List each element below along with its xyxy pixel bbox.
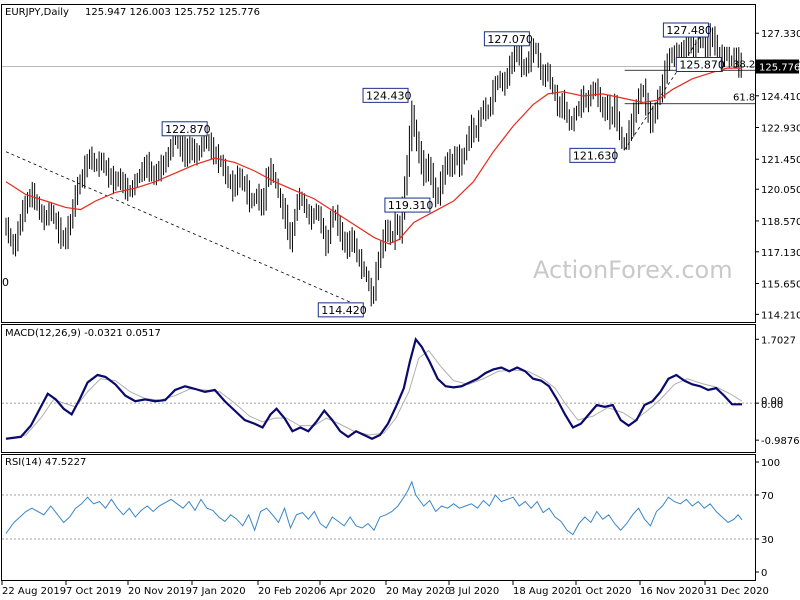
rsi-plot: 100 70 30 0 [2,458,780,579]
price-annotations: 122.870 124.430 119.310 114.420 127.070 121.6… [161,22,725,318]
price-annotation-label: 121.630 [573,149,619,162]
x-axis: 22 Aug 2019 7 Oct 2019 20 Nov 2019 7 Jan 20… [1,581,769,597]
x-tick-label: 7 Oct 2019 [66,586,121,597]
price-annotation-box [675,57,722,72]
price-ohlc: 125.947 126.003 125.752 125.776 [85,7,260,18]
macd-y-tick-label: 0.00 [761,400,783,411]
price-annotation-box [569,147,616,163]
left-clip-label: 0 [2,276,9,289]
price-y-tick-label: 124.410 [761,92,800,103]
price-annotation-box [483,31,530,47]
x-tick-label: 6 Apr 2020 [320,586,375,597]
x-tick-label: 1 Oct 2020 [576,586,631,597]
price-annotation-box [161,121,208,137]
x-tick-label: 18 Aug 2020 [513,586,577,597]
price-annotation-label: 125.870 [679,59,725,72]
macd-title: MACD(12,26,9) -0.0321 0.0517 [5,328,161,339]
x-tick-label: 20 Feb 2020 [258,586,320,597]
x-tick-label: 20 May 2020 [386,586,451,597]
rsi-line [5,480,743,536]
price-reference-lines: 38.2 61.8 [2,33,755,309]
x-tick-label: 7 Jan 2020 [192,586,246,597]
price-bars [5,23,742,307]
price-annotation-label: 127.480 [666,24,712,37]
x-tick-label: 3 Jul 2020 [449,586,499,597]
fib-label: 61.8 [733,93,755,104]
x-tick-label: 16 Nov 2020 [640,586,704,597]
rsi-y-tick-label: 100 [761,458,780,469]
x-tick-label: 22 Aug 2019 [2,586,66,597]
price-y-tick-label: 122.930 [761,124,800,135]
price-title: EURJPY,Daily [5,7,69,18]
price-pane-frame [1,4,756,323]
x-tick-label: 31 Dec 2020 [705,586,769,597]
price-annotation-label: 114.420 [321,304,367,317]
price-y-tick-label: 114.210 [761,310,800,321]
price-annotation-label: 124.430 [366,89,412,102]
price-y-tick-label: 127.330 [761,29,800,40]
rsi-y-tick-label: 0 [761,568,767,579]
price-y-tick-label: 121.450 [761,155,800,166]
price-y-tick-label: 118.570 [761,217,800,228]
price-y-tick-label: 115.650 [761,280,800,291]
price-annotation-box [384,197,431,213]
fib-label: 38.2 [733,59,755,70]
rsi-pane-frame [1,454,756,581]
rsi-y-tick-label: 70 [761,491,774,502]
price-y-axis: 127.330125.870124.410122.930121.450120.0… [755,29,800,321]
current-price-box [756,59,799,74]
macd-plot: 1.7027 0.000.00 -0.9876 [2,335,800,447]
price-annotation-box [362,87,409,103]
x-tick-label: 20 Nov 2019 [128,586,192,597]
watermark: ActionForex.com [533,256,733,284]
moving-average-line [5,67,742,245]
macd-y-tick-label: 0.00 [761,396,783,407]
price-y-tick-label: 120.050 [761,185,800,196]
macd-signal-line [5,349,743,440]
price-annotation-label: 127.070 [487,33,533,46]
macd-y-tick-label: -0.9876 [761,436,800,447]
macd-pane-frame [1,324,756,453]
moving-average [5,67,742,245]
price-y-tick-label: 117.130 [761,248,800,259]
downtrend-line [5,151,365,309]
price-annotation-box [317,302,364,318]
rsi-title: RSI(14) 47.5227 [5,457,86,468]
price-annotation-label: 122.870 [165,123,211,136]
uptrend-line [624,33,703,150]
current-price-label: 125.776 [759,63,800,74]
macd-main-line [5,336,743,440]
macd-y-tick-label: 1.7027 [761,335,796,346]
rsi-y-tick-label: 30 [761,535,774,546]
price-annotation-label: 119.310 [388,199,434,212]
price-annotation-box [662,22,709,38]
